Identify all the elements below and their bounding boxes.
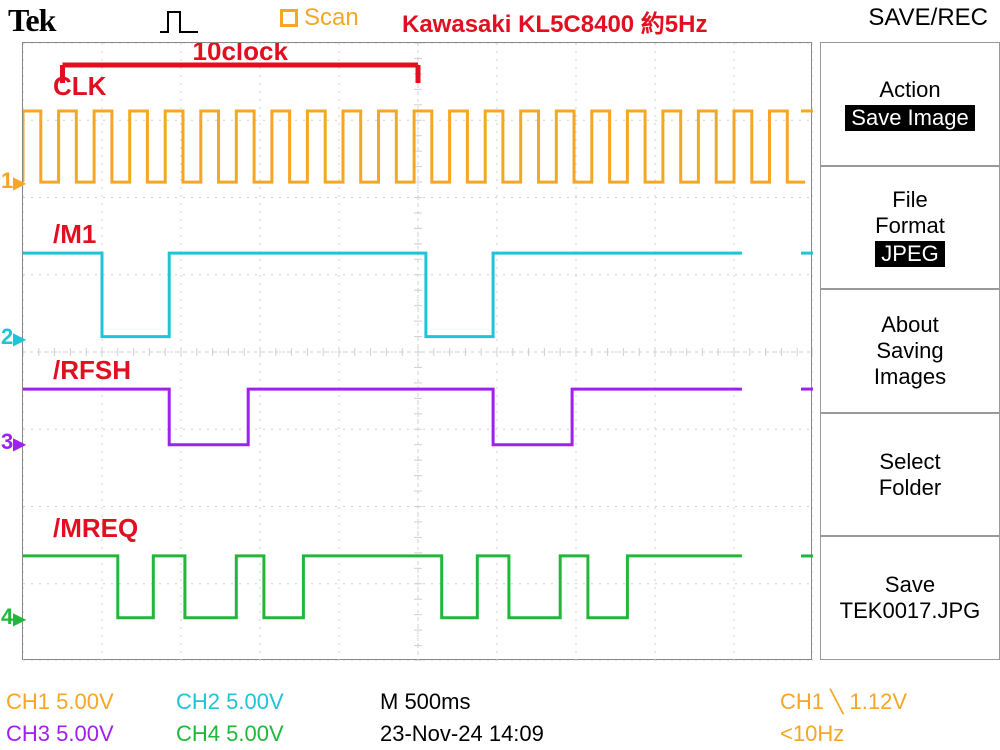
- svg-text:10clock: 10clock: [193, 43, 289, 66]
- ch3-marker: 3▶: [1, 429, 26, 455]
- trigger-info: CH1 ╲ 1.12V: [780, 689, 907, 715]
- signal-label-m1: /M1: [53, 219, 96, 250]
- ch2-scale: CH2 5.00V: [170, 689, 340, 715]
- menu-item-2[interactable]: AboutSavingImages: [820, 289, 1000, 413]
- ch4-scale: CH4 5.00V: [170, 721, 340, 747]
- measurement-title: Kawasaki KL5C8400 約5Hz: [402, 4, 707, 39]
- menu-item-1[interactable]: FileFormatJPEG: [820, 166, 1000, 290]
- signal-label-mreq: /MREQ: [53, 513, 138, 544]
- tek-logo: Tek: [8, 2, 55, 39]
- ch4-marker: 4▶: [1, 604, 26, 630]
- datetime: 23-Nov-24 14:09: [380, 721, 544, 747]
- waveform-grid: [23, 43, 813, 661]
- clock-span-bracket: 10clock: [23, 43, 813, 93]
- save-rec-menu-title: SAVE/REC: [868, 4, 988, 32]
- scan-label-text: Scan: [304, 4, 359, 32]
- menu-item-0[interactable]: ActionSave Image: [820, 42, 1000, 166]
- save-rec-menu: ActionSave ImageFileFormatJPEGAboutSavin…: [820, 42, 1000, 660]
- signal-label-rfsh: /RFSH: [53, 355, 131, 386]
- oscilloscope-display: 1▶2▶3▶4▶ CLK/M1/RFSH/MREQ 10clock: [22, 42, 812, 660]
- scan-status: Scan: [280, 4, 359, 32]
- timebase: M 500ms: [380, 689, 470, 715]
- ch2-marker: 2▶: [1, 324, 26, 350]
- trigger-freq: <10Hz: [780, 721, 844, 747]
- ch1-scale: CH1 5.00V: [0, 689, 170, 715]
- ch1-marker: 1▶: [1, 168, 26, 194]
- trigger-mode-icon: [158, 8, 202, 36]
- menu-item-3[interactable]: SelectFolder: [820, 413, 1000, 537]
- menu-item-4[interactable]: SaveTEK0017.JPG: [820, 536, 1000, 660]
- ch3-scale: CH3 5.00V: [0, 721, 170, 747]
- status-bar: CH1 5.00V CH2 5.00V M 500ms CH1 ╲ 1.12V …: [0, 686, 1000, 750]
